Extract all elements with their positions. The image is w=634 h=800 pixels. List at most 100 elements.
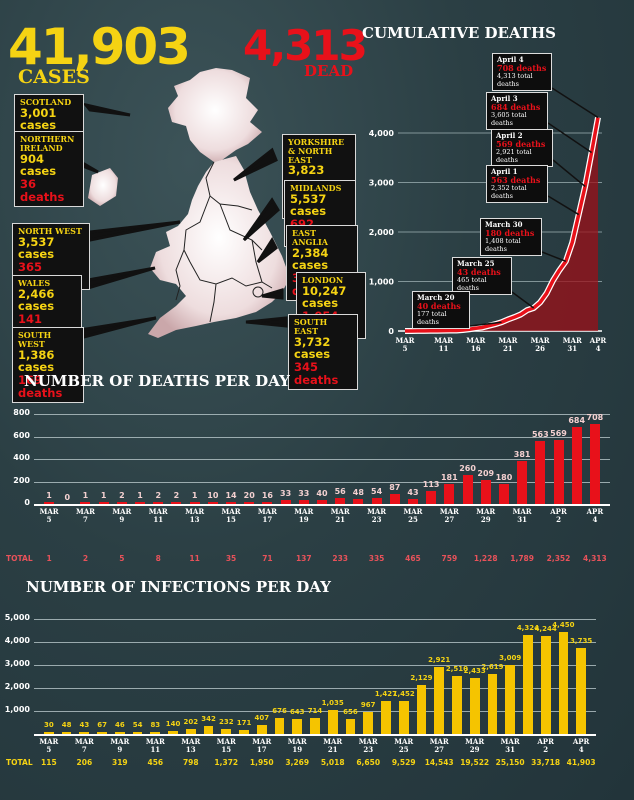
annotation-deaths: 684 deaths bbox=[491, 102, 541, 113]
region-callout-south-east: SOUTH EAST 3,732 cases 345 deaths bbox=[288, 314, 358, 391]
total-value: 1,789 bbox=[510, 554, 534, 563]
northern-ireland-shape bbox=[88, 168, 118, 206]
x-tick-label: MAR 5 bbox=[33, 508, 65, 524]
bar bbox=[517, 461, 528, 504]
total-value: 2,352 bbox=[546, 554, 571, 563]
annotation-leader-line bbox=[551, 87, 599, 119]
x-tick-label: APR 2 bbox=[543, 508, 575, 524]
bar-value-label: 43 bbox=[407, 488, 419, 498]
x-tick-label: MAR 9 bbox=[104, 738, 136, 754]
total-value: 1,372 bbox=[214, 758, 239, 767]
region-name: NORTHERN IRELAND bbox=[20, 134, 75, 153]
x-tick-day: 17 bbox=[262, 515, 273, 524]
x-tick-day: 15 bbox=[226, 515, 236, 524]
deaths-chart-title: NUMBER OF DEATHS PER DAY bbox=[24, 372, 290, 390]
total-value: 206 bbox=[76, 758, 93, 767]
bar bbox=[381, 701, 391, 734]
x-tick-label: 11 bbox=[439, 344, 449, 353]
gridline bbox=[34, 711, 596, 713]
bar-value-label: 48 bbox=[61, 721, 72, 729]
total-value: 5,018 bbox=[320, 758, 345, 767]
x-tick-month: MAR bbox=[75, 507, 95, 516]
bar bbox=[79, 732, 90, 734]
x-tick-month: MAR bbox=[39, 737, 59, 746]
bar bbox=[171, 502, 182, 504]
bar-value-label: 2 bbox=[173, 491, 180, 500]
region-cases: 2,466 cases bbox=[18, 286, 55, 314]
cumulative-line-plot: 4,0003,0002,0001,0000MAR5MAR11MAR16MAR21… bbox=[369, 87, 606, 353]
scotland-shape bbox=[168, 68, 262, 162]
total-value: 759 bbox=[441, 554, 458, 563]
x-tick-label: MAR 21 bbox=[324, 508, 356, 524]
bar-value-label: 714 bbox=[307, 706, 323, 715]
bar bbox=[540, 636, 551, 734]
bar bbox=[80, 502, 91, 504]
bar-value-label: 14 bbox=[225, 491, 237, 500]
x-tick-label: 5 bbox=[403, 344, 408, 353]
annotation-total: 2,921 total deaths bbox=[496, 148, 532, 164]
bar bbox=[327, 710, 338, 734]
bar-value-label: 83 bbox=[150, 721, 161, 729]
total-value: 71 bbox=[262, 554, 273, 563]
x-tick-label: MAR bbox=[498, 336, 517, 345]
x-tick-label: 31 bbox=[567, 344, 577, 353]
annotation-deaths: 180 deaths bbox=[485, 228, 535, 239]
x-tick-label: MAR 27 bbox=[433, 508, 465, 524]
bar-value-label: 1,427 bbox=[374, 690, 398, 699]
x-tick-day: 21 bbox=[327, 745, 338, 754]
region-cases: 5,537 cases bbox=[290, 191, 327, 219]
annotation-deaths: 569 deaths bbox=[496, 139, 546, 150]
annotation-date: March 20 bbox=[417, 293, 455, 302]
x-tick-label: MAR 13 bbox=[179, 508, 211, 524]
bar-value-label: 676 bbox=[272, 707, 287, 716]
x-tick-month: MAR bbox=[294, 507, 314, 516]
x-tick-day: 31 bbox=[505, 745, 516, 754]
annotation-leader-line bbox=[547, 195, 580, 216]
bar bbox=[505, 664, 516, 734]
x-tick-label: MAR 5 bbox=[33, 738, 65, 754]
x-tick-day: 29 bbox=[469, 745, 480, 754]
bar-value-label: 48 bbox=[352, 487, 364, 497]
bar-value-label: 180 bbox=[495, 472, 513, 482]
x-tick-month: MAR bbox=[112, 507, 132, 516]
bar-value-label: 46 bbox=[114, 721, 125, 729]
bar bbox=[363, 711, 374, 734]
x-tick-month: MAR bbox=[257, 507, 277, 516]
cumulative-deaths-chart: 4,000 3,000 2,000 1,000 0 MAR 5 MAR 11 MAR 16 MAR 21… bbox=[360, 40, 634, 365]
gridline bbox=[34, 414, 610, 416]
x-tick-month: MAR bbox=[216, 737, 236, 746]
bar-value-label: 56 bbox=[334, 486, 346, 496]
bar-value-label: 87 bbox=[389, 483, 401, 493]
annotation-total: 4,313 total deaths bbox=[497, 72, 533, 88]
x-tick-label: 21 bbox=[503, 344, 513, 353]
bar bbox=[43, 732, 54, 734]
x-tick-day: 9 bbox=[119, 515, 125, 524]
bar-value-label: 563 bbox=[531, 429, 549, 439]
bar bbox=[523, 634, 533, 734]
annotation-deaths: 43 deaths bbox=[457, 267, 501, 278]
bar-value-label: 2 bbox=[155, 491, 162, 500]
x-axis-baseline bbox=[34, 734, 596, 736]
x-tick-day: 19 bbox=[298, 515, 309, 524]
y-tick-label: 200 bbox=[13, 475, 30, 485]
x-tick-label: MAR bbox=[434, 336, 453, 345]
bar-value-label: 181 bbox=[440, 472, 458, 482]
x-tick-label: 26 bbox=[535, 344, 545, 353]
bar bbox=[398, 700, 409, 734]
bar-value-label: 708 bbox=[586, 413, 604, 423]
x-tick-label: MAR bbox=[563, 336, 582, 345]
x-tick-day: 4 bbox=[578, 745, 584, 754]
x-tick-label: MAR 7 bbox=[68, 738, 100, 754]
x-tick-label: 16 bbox=[471, 344, 481, 353]
x-tick-month: MAR bbox=[323, 737, 343, 746]
bar bbox=[97, 732, 107, 734]
uk-map bbox=[70, 68, 290, 340]
x-tick-day: 27 bbox=[444, 515, 455, 524]
region-deaths: 36 deaths bbox=[20, 176, 65, 204]
x-tick-label: MAR 15 bbox=[210, 738, 242, 754]
bar bbox=[153, 502, 164, 504]
bar bbox=[558, 631, 569, 734]
region-name: YORKSHIRE & NORTH EAST bbox=[288, 137, 345, 165]
y-tick-label: 4,000 bbox=[369, 129, 395, 138]
x-tick-label: MAR 19 bbox=[281, 738, 313, 754]
